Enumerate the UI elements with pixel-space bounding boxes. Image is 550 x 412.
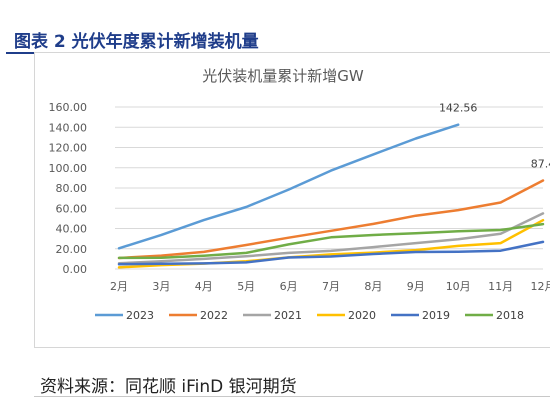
series-line-2018 (117, 222, 545, 260)
x-tick-label: 12月 (531, 280, 550, 293)
legend-label: 2021 (274, 309, 302, 322)
x-tick-label: 9月 (407, 280, 425, 293)
legend-item-2023: 2023 (95, 309, 154, 322)
legend-label: 2022 (200, 309, 228, 322)
data-label-2023: 142.56 (439, 102, 478, 115)
legend-label: 2023 (126, 309, 154, 322)
y-tick-label: 140.00 (49, 121, 88, 134)
line-chart: 光伏装机量累计新增GW 0.00 20.00 40.00 60.00 80.00 100.… (49, 67, 550, 322)
data-label-2022: 87.4 (531, 158, 550, 171)
legend-item-2020: 2020 (317, 309, 376, 322)
chart-area: 光伏装机量累计新增GW 0.00 20.00 40.00 60.00 80.00 100.… (34, 52, 550, 348)
legend-item-2019: 2019 (391, 309, 450, 322)
legend-label: 2018 (496, 309, 524, 322)
series-line-2021 (117, 212, 545, 265)
x-tick-label: 4月 (195, 280, 213, 293)
series-line-2022 (117, 179, 545, 260)
x-tick-label: 10月 (446, 280, 471, 293)
divider (34, 396, 550, 397)
figure-title: 图表 2 光伏年度累计新增装机量 (14, 32, 259, 52)
x-tick-label: 7月 (322, 280, 340, 293)
legend-label: 2019 (422, 309, 450, 322)
data-labels: 142.56 87.4 (439, 102, 550, 171)
series-lines (117, 123, 545, 269)
figure-header: 图表 2 光伏年度累计新增装机量 (6, 18, 546, 54)
y-axis: 0.00 20.00 40.00 60.00 80.00 100.00 120.00 140.… (49, 101, 88, 276)
y-tick-label: 80.00 (56, 182, 88, 195)
y-tick-label: 120.00 (49, 142, 88, 155)
x-tick-label: 8月 (364, 280, 382, 293)
y-tick-label: 60.00 (56, 202, 88, 215)
chart-title: 光伏装机量累计新增GW (202, 67, 364, 85)
x-tick-label: 6月 (280, 280, 298, 293)
legend-label: 2020 (348, 309, 376, 322)
y-tick-label: 40.00 (56, 223, 88, 236)
x-tick-label: 2月 (110, 280, 128, 293)
series-line-2019 (117, 240, 545, 266)
x-tick-label: 3月 (152, 280, 170, 293)
legend-item-2021: 2021 (243, 309, 302, 322)
x-tick-label: 5月 (237, 280, 255, 293)
x-tick-label: 11月 (488, 280, 513, 293)
legend-item-2018: 2018 (465, 309, 524, 322)
legend: 2023 2022 2021 2020 2019 2018 (95, 309, 524, 322)
y-tick-label: 100.00 (49, 162, 88, 175)
y-tick-label: 160.00 (49, 101, 88, 114)
gridlines (115, 106, 543, 270)
source-note: 资料来源：同花顺 iFinD 银河期货 (40, 377, 297, 397)
y-tick-label: 20.00 (56, 243, 88, 256)
x-axis: 2月 3月 4月 5月 6月 7月 8月 9月 10月 11月 12月 (110, 280, 550, 293)
series-line-2023 (117, 123, 460, 250)
legend-item-2022: 2022 (169, 309, 228, 322)
y-tick-label: 0.00 (63, 263, 88, 276)
